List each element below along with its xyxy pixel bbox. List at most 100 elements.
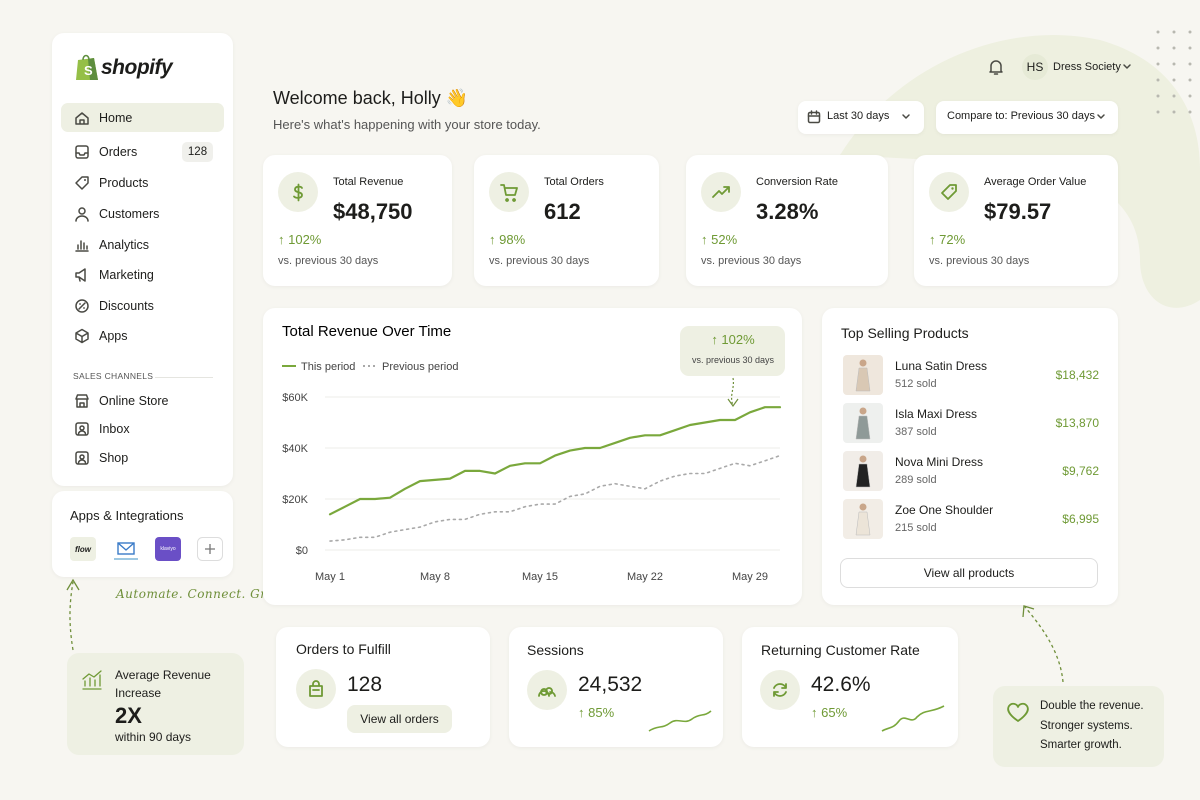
- product-image: [843, 403, 883, 443]
- nav-badge: 128: [182, 142, 213, 162]
- view-orders-button[interactable]: View all orders: [347, 705, 452, 733]
- nav-item[interactable]: Analytics: [99, 238, 150, 252]
- apps-card: [52, 491, 233, 577]
- nav-item[interactable]: Discounts: [99, 299, 154, 313]
- nav-divider: [155, 377, 213, 378]
- sessions-change: ↑ 85%: [578, 705, 615, 720]
- kpi-note: vs. previous 30 days: [701, 255, 802, 267]
- sessions-sparkline: [648, 710, 712, 732]
- kpi-change: ↑ 72%: [929, 232, 966, 247]
- channel-item[interactable]: Inbox: [99, 422, 130, 436]
- kpi-icon: [712, 186, 730, 198]
- product-revenue: $18,432: [1055, 368, 1099, 382]
- product-name: Zoe One Shoulder: [895, 503, 994, 517]
- product-sold: 215 sold: [895, 522, 937, 534]
- kpi-label: Average Order Value: [984, 176, 1087, 188]
- callout-line: Stronger systems.: [1040, 719, 1133, 732]
- kpi-change: ↑ 102%: [278, 232, 322, 247]
- kpi-label: Total Revenue: [333, 176, 404, 188]
- kpi-icon: [500, 184, 518, 202]
- kpi-note: vs. previous 30 days: [278, 255, 379, 267]
- nav-icon: [75, 240, 89, 252]
- store-name[interactable]: Dress Society: [1053, 61, 1121, 73]
- channel-icon: [75, 451, 89, 465]
- x-tick-label: May 15: [522, 571, 558, 583]
- annotation-text: ↑ 102%: [711, 332, 755, 347]
- kpi-value: $79.57: [984, 199, 1052, 224]
- sessions-title: Sessions: [527, 642, 584, 658]
- channel-item[interactable]: Shop: [99, 451, 129, 465]
- nav-item[interactable]: Products: [99, 176, 149, 190]
- annotation-arrowhead: [727, 398, 739, 408]
- product-name: Isla Maxi Dress: [895, 407, 978, 421]
- app-flow[interactable]: flow: [70, 537, 96, 561]
- nav-section-title: SALES CHANNELS: [73, 371, 154, 381]
- notifications[interactable]: [987, 58, 1005, 76]
- callout-line: Smarter growth.: [1040, 739, 1122, 751]
- y-tick-label: $0: [296, 545, 308, 557]
- date-chevron: [902, 114, 910, 119]
- app-add[interactable]: [197, 537, 223, 561]
- channel-icon: [75, 394, 89, 408]
- svg-text:S: S: [84, 63, 93, 78]
- store-chevron: [1123, 64, 1131, 69]
- revenue-chart: Total Revenue Over Time ↑ 102% vs. previ…: [282, 323, 785, 583]
- callout-icon: [1007, 702, 1029, 722]
- nav-icon: [75, 299, 89, 313]
- product-sold: 512 sold: [895, 378, 937, 390]
- series-line: [329, 454, 781, 542]
- promo-title: Average Revenue Increase: [115, 668, 211, 700]
- sessions-value: 24,532: [578, 673, 643, 696]
- nav-item[interactable]: Orders: [99, 145, 138, 159]
- orders-value: 128: [347, 673, 383, 696]
- nav-icon: [75, 207, 89, 222]
- user-avatar[interactable]: HS: [1022, 54, 1048, 80]
- y-tick-label: $20K: [282, 494, 308, 506]
- product-image: [843, 451, 883, 491]
- welcome-subtitle: Here's what's happening with your store …: [273, 117, 541, 132]
- product-name: Nova Mini Dress: [895, 455, 984, 469]
- apps-title: Apps & Integrations: [70, 508, 184, 523]
- kpi-note: vs. previous 30 days: [929, 255, 1030, 267]
- promo-card: [67, 653, 244, 755]
- kpi-icon-bg: [929, 172, 969, 212]
- nav-item[interactable]: Marketing: [99, 268, 154, 282]
- nav-icon: [75, 176, 89, 190]
- returning-icon: [773, 683, 787, 697]
- annotation-box: [680, 326, 785, 376]
- product-revenue: $9,762: [1062, 464, 1099, 478]
- view-products-button[interactable]: View all products: [840, 558, 1098, 588]
- kpi-value: 3.28%: [756, 199, 819, 224]
- nav-item[interactable]: Apps: [99, 329, 128, 343]
- promo-note: within 90 days: [115, 730, 192, 744]
- channel-item[interactable]: Online Store: [99, 394, 169, 408]
- kpi-icon-bg: [489, 172, 529, 212]
- product-image: [843, 355, 883, 395]
- nav-icon: [75, 112, 89, 125]
- nav-icon: [75, 328, 89, 344]
- orders-title: Orders to Fulfill: [296, 641, 391, 657]
- top-products-title: Top Selling Products: [841, 325, 969, 341]
- nav-item[interactable]: Customers: [99, 207, 160, 221]
- nav-icon: [75, 145, 89, 159]
- compare-filter[interactable]: [936, 101, 1118, 134]
- series-line: [328, 406, 782, 516]
- kpi-icon: [941, 184, 957, 200]
- app-klaviyo[interactable]: klaviyo: [155, 537, 181, 561]
- channel-icon: [75, 422, 89, 436]
- product-revenue: $13,870: [1055, 416, 1099, 430]
- returning-sparkline: [881, 705, 945, 732]
- nav-item[interactable]: Home: [99, 111, 133, 125]
- app-email[interactable]: [113, 537, 139, 561]
- x-tick-label: May 8: [420, 571, 450, 583]
- kpi-value: 612: [544, 199, 581, 224]
- kpi-change: ↑ 52%: [701, 232, 738, 247]
- kpi-note: vs. previous 30 days: [489, 255, 590, 267]
- kpi-label: Total Orders: [544, 176, 604, 188]
- product-sold: 289 sold: [895, 474, 937, 486]
- y-tick-label: $40K: [282, 443, 308, 455]
- x-tick-label: May 22: [627, 571, 663, 583]
- annotation-arrow: [730, 377, 735, 406]
- x-tick-label: May 29: [732, 571, 768, 583]
- x-tick-label: May 1: [315, 571, 345, 583]
